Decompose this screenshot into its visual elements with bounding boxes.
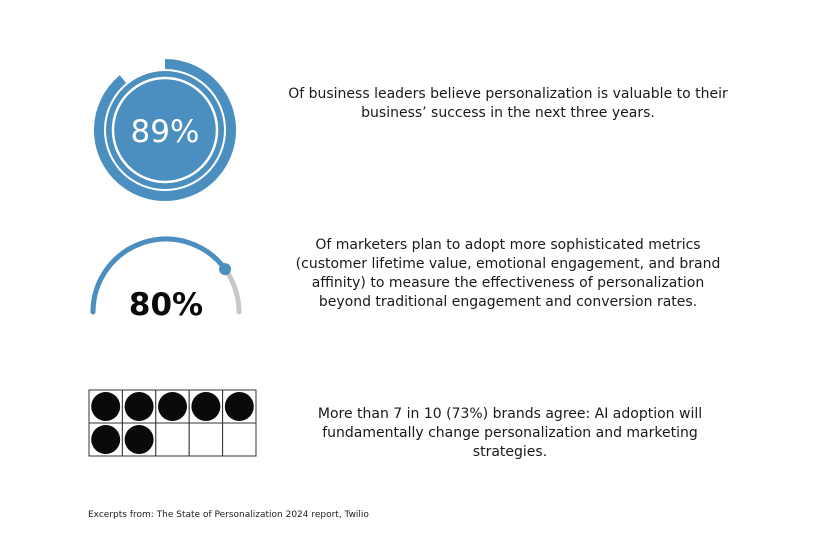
semicircle-gauge-chart: 80%	[90, 236, 242, 323]
grid-cell	[188, 422, 224, 457]
stat-description: More than 7 in 10 (73%) brands agree: AI…	[317, 406, 703, 460]
grid-cell	[155, 422, 190, 457]
gauge-end-marker	[219, 263, 232, 276]
filled-dot	[124, 392, 154, 421]
donut-value-label: 89%	[131, 114, 200, 150]
filled-dot	[158, 392, 187, 421]
donut-inner-disc	[106, 71, 224, 189]
donut-progress-chart: 89%	[94, 59, 236, 201]
donut-inner-ring	[111, 76, 219, 184]
stat-row-marketers: 80% Of marketers plan to adopt more soph…	[0, 230, 822, 340]
stat-row-business-leaders: 89% Of business leaders believe personal…	[0, 55, 822, 205]
gauge-value-label: 80%	[129, 287, 203, 323]
filled-dot	[91, 425, 121, 454]
source-note: Excerpts from: The State of Personalizat…	[88, 510, 369, 520]
stat-row-ai-adoption: More than 7 in 10 (73%) brands agree: AI…	[0, 380, 822, 470]
donut-progress-arc	[94, 59, 236, 201]
gauge-value-arc	[90, 236, 228, 315]
filled-dot	[124, 425, 154, 454]
stat-description: Of marketers plan to adopt more sophisti…	[295, 237, 721, 310]
filled-dot	[224, 392, 254, 421]
stat-description: Of business leaders believe personalizat…	[288, 86, 728, 121]
filled-dot	[91, 392, 121, 421]
dot-grid-chart	[88, 389, 257, 457]
grid-cell	[222, 422, 257, 457]
filled-dot	[191, 392, 221, 421]
